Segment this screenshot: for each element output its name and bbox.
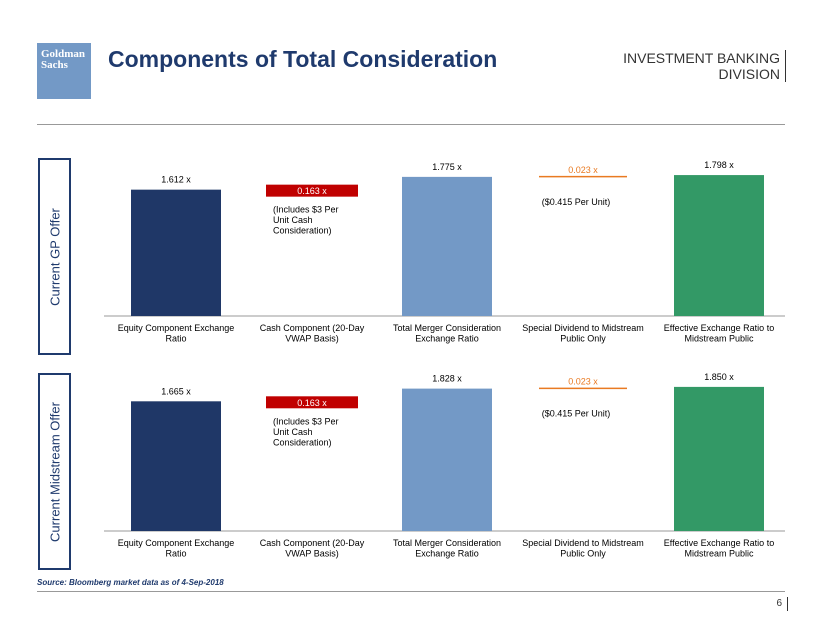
midstream-special-note: ($0.415 Per Unit) (542, 409, 611, 419)
gp-data-label-4: 1.798 x (704, 160, 734, 170)
gp-category-label-2-1: Exchange Ratio (415, 334, 479, 344)
gp-category-label-0-1: Ratio (165, 334, 186, 344)
midstream-bar-3 (539, 387, 627, 390)
midstream-bar-1 (266, 396, 358, 409)
gp-category-label-2-0: Total Merger Consideration (393, 323, 501, 333)
gp-bar-1 (266, 184, 358, 197)
gp-data-label-0: 1.612 x (161, 175, 191, 185)
gp-cash-note-line-0: (Includes $3 Per (273, 205, 339, 215)
page-title: Components of Total Consideration (108, 46, 498, 72)
midstream-data-label-4: 1.850 x (704, 372, 734, 382)
gp-category-label-1-1: VWAP Basis) (285, 334, 339, 344)
midstream-category-label-2-1: Exchange Ratio (415, 549, 479, 559)
source-note: Source: Bloomberg market data as of 4-Se… (37, 578, 224, 587)
midstream-bar-0 (131, 401, 221, 531)
midstream-category-label-4-1: Midstream Public (684, 549, 754, 559)
midstream-category-label-4-0: Effective Exchange Ratio to (664, 538, 774, 548)
midstream-data-label-3: 0.023 x (568, 377, 598, 387)
header-divider (37, 124, 785, 125)
gp-bar-2 (402, 176, 492, 316)
gp-bar-3 (539, 175, 627, 178)
midstream-bar-4 (674, 386, 764, 531)
gp-bar-4 (674, 175, 764, 316)
gp-cash-note-line-1: Unit Cash (273, 215, 313, 225)
midstream-data-label-2: 1.828 x (432, 374, 462, 384)
gp-data-label-3: 0.023 x (568, 165, 598, 175)
division-label: INVESTMENT BANKING DIVISION (623, 50, 786, 82)
midstream-data-label-0: 1.665 x (161, 386, 191, 396)
panel-label-midstream: Current Midstream Offer (38, 373, 71, 570)
midstream-cash-note-line-0: (Includes $3 Per (273, 416, 339, 426)
division-line-1: INVESTMENT BANKING (623, 50, 780, 66)
gp-category-label-4-0: Effective Exchange Ratio to (664, 323, 774, 333)
midstream-cash-note-line-1: Unit Cash (273, 427, 313, 437)
gp-category-label-0-0: Equity Component Exchange (118, 323, 235, 333)
midstream-category-label-2-0: Total Merger Consideration (393, 538, 501, 548)
midstream-category-label-3-0: Special Dividend to Midstream (522, 538, 644, 548)
midstream-data-label-1: 0.163 x (297, 398, 327, 408)
gp-category-label-3-0: Special Dividend to Midstream (522, 323, 644, 333)
goldman-sachs-logo: Goldman Sachs (37, 43, 91, 99)
footer-divider (37, 591, 785, 592)
panel-label-gp: Current GP Offer (38, 158, 71, 355)
division-line-2: DIVISION (718, 66, 780, 82)
gp-cash-note-line-2: Consideration) (273, 226, 332, 236)
midstream-category-label-1-1: VWAP Basis) (285, 549, 339, 559)
midstream-category-label-0-1: Ratio (165, 549, 186, 559)
page-number: 6 (776, 597, 788, 611)
gp-category-label-4-1: Midstream Public (684, 334, 754, 344)
logo-line-1: Goldman (41, 48, 86, 60)
gp-category-label-1-0: Cash Component (20-Day (260, 323, 365, 333)
midstream-bar-2 (402, 388, 492, 531)
logo-line-2: Sachs (41, 59, 68, 71)
gp-data-label-2: 1.775 x (432, 162, 462, 172)
gp-special-note: ($0.415 Per Unit) (542, 197, 611, 207)
midstream-category-label-3-1: Public Only (560, 549, 606, 559)
midstream-category-label-1-0: Cash Component (20-Day (260, 538, 365, 548)
gp-category-label-3-1: Public Only (560, 334, 606, 344)
gp-bar-0 (131, 189, 221, 316)
gp-data-label-1: 0.163 x (297, 186, 327, 196)
midstream-cash-note-line-2: Consideration) (273, 437, 332, 447)
midstream-category-label-0-0: Equity Component Exchange (118, 538, 235, 548)
